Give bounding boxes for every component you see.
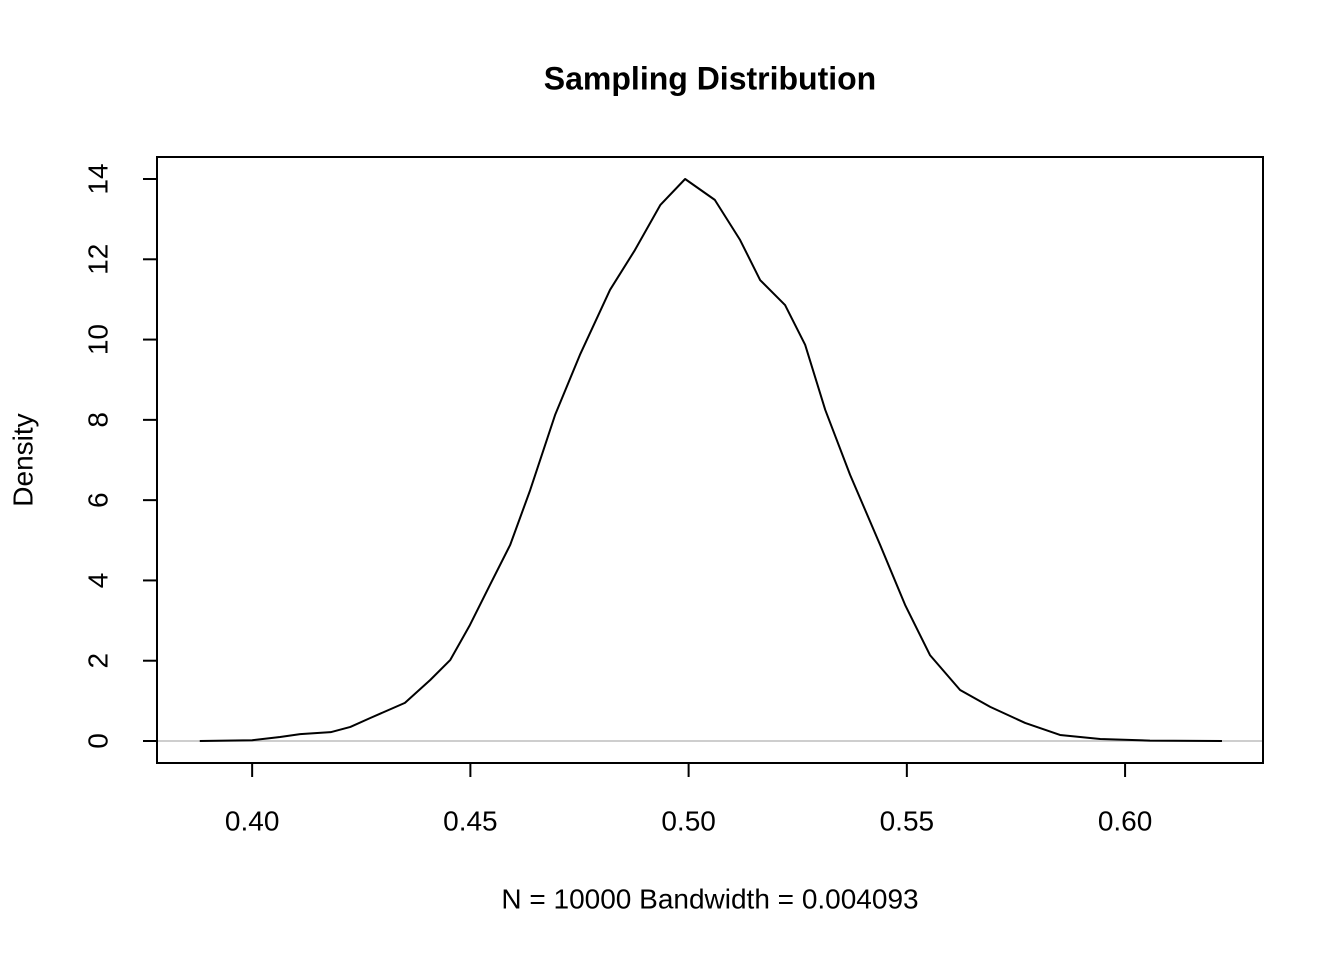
x-tick-label: 0.60 [1098, 805, 1153, 836]
x-tick-label: 0.55 [880, 805, 935, 836]
y-tick-label: 12 [82, 244, 113, 275]
y-tick-label: 6 [82, 492, 113, 508]
y-axis-label: Density [7, 413, 38, 506]
x-axis-label: N = 10000 Bandwidth = 0.004093 [501, 883, 918, 914]
y-tick-label: 14 [82, 163, 113, 194]
plot-frame [156, 156, 1264, 764]
x-tick-label: 0.50 [661, 805, 716, 836]
y-tick-label: 10 [82, 324, 113, 355]
y-tick-label: 8 [82, 412, 113, 428]
x-tick-label: 0.45 [443, 805, 498, 836]
y-tick-label: 4 [82, 573, 113, 589]
y-tick-label: 2 [82, 653, 113, 669]
y-tick-label: 0 [82, 733, 113, 749]
chart-title: Sampling Distribution [544, 60, 876, 96]
x-tick-label: 0.40 [225, 805, 280, 836]
density-line [199, 177, 1222, 743]
